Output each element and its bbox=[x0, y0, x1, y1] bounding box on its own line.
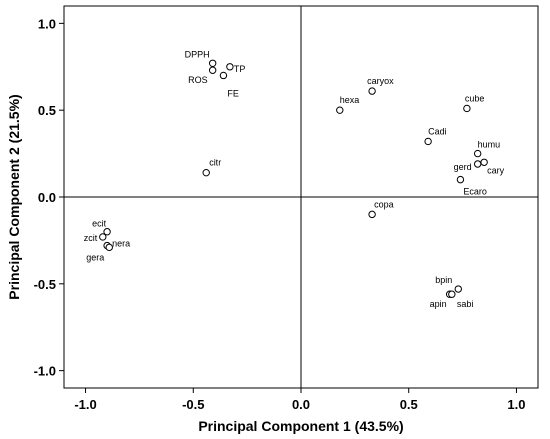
scatter-point-copa bbox=[368, 210, 376, 219]
point-label-humu: humu bbox=[478, 140, 501, 150]
scatter-point-cadi bbox=[424, 137, 432, 146]
scatter-point-zcit bbox=[99, 233, 107, 241]
scatter-point-hexa bbox=[336, 106, 344, 114]
x-axis-title: Principal Component 1 (43.5%) bbox=[198, 418, 403, 434]
point-label-zcit: zcit bbox=[84, 233, 98, 243]
scatter-point-ecit bbox=[103, 228, 111, 236]
x-tick-label: 0.0 bbox=[292, 397, 310, 412]
x-tick-label: -0.5 bbox=[182, 397, 204, 412]
scatter-point-sabi bbox=[448, 290, 456, 298]
x-tick-label: 0.5 bbox=[400, 397, 418, 412]
point-label-copa: copa bbox=[374, 199, 394, 209]
scatter-point-citr bbox=[202, 168, 210, 177]
scatter-point-ecaro bbox=[456, 175, 465, 184]
y-axis-ticks: -1.0 -0.5 0.0 0.5 1.0 bbox=[34, 16, 64, 379]
point-label-nera: nera bbox=[112, 239, 130, 249]
scatter-point-caryox bbox=[368, 87, 376, 95]
scatter-point-humu bbox=[473, 149, 482, 158]
point-label-ros: ROS bbox=[188, 75, 208, 85]
y-axis-title: Principal Component 2 (21.5%) bbox=[6, 94, 22, 299]
scatter-point-dpph bbox=[208, 59, 217, 67]
point-label-hexa: hexa bbox=[340, 95, 360, 105]
scatter-point-cary bbox=[480, 158, 488, 166]
point-label-apin: apin bbox=[430, 299, 447, 309]
point-label-bpin: bpin bbox=[435, 275, 452, 285]
point-label-ecit: ecit bbox=[92, 219, 107, 229]
point-label-fe: FE bbox=[227, 88, 239, 98]
y-tick-label: 0.5 bbox=[38, 103, 56, 118]
point-label-tp: TP bbox=[234, 64, 246, 74]
point-label-cary: cary bbox=[487, 165, 505, 175]
scatter-point-gera bbox=[105, 243, 113, 252]
y-tick-label: -0.5 bbox=[34, 277, 56, 292]
scatter-point-gerd bbox=[473, 160, 482, 168]
data-points: DPPH TP ROS FE citr caryox hexa cube Cadi humu ger… bbox=[84, 49, 505, 309]
y-tick-label: 0.0 bbox=[38, 190, 56, 205]
point-label-cadi: Cadi bbox=[428, 126, 447, 136]
y-tick-label: -1.0 bbox=[34, 364, 56, 379]
point-label-citr: citr bbox=[209, 158, 221, 168]
point-label-gera: gera bbox=[86, 252, 104, 262]
point-label-dpph: DPPH bbox=[185, 49, 210, 59]
scatter-point-cube bbox=[463, 104, 471, 113]
scatter-point-ros bbox=[208, 66, 217, 74]
point-label-gerd: gerd bbox=[454, 162, 472, 172]
scatter-point-fe bbox=[219, 71, 228, 80]
scatter-point-tp bbox=[226, 63, 234, 71]
x-tick-label: -1.0 bbox=[74, 397, 96, 412]
y-tick-label: 1.0 bbox=[38, 16, 56, 31]
scatter-point-bpin bbox=[454, 285, 462, 293]
point-label-caryox: caryox bbox=[367, 76, 394, 86]
x-axis-ticks: -1.0 -0.5 0.0 0.5 1.0 bbox=[74, 388, 525, 412]
point-label-ecaro: Ecaro bbox=[463, 187, 487, 197]
point-label-cube: cube bbox=[465, 93, 485, 103]
x-tick-label: 1.0 bbox=[507, 397, 525, 412]
point-label-sabi: sabi bbox=[457, 299, 474, 309]
